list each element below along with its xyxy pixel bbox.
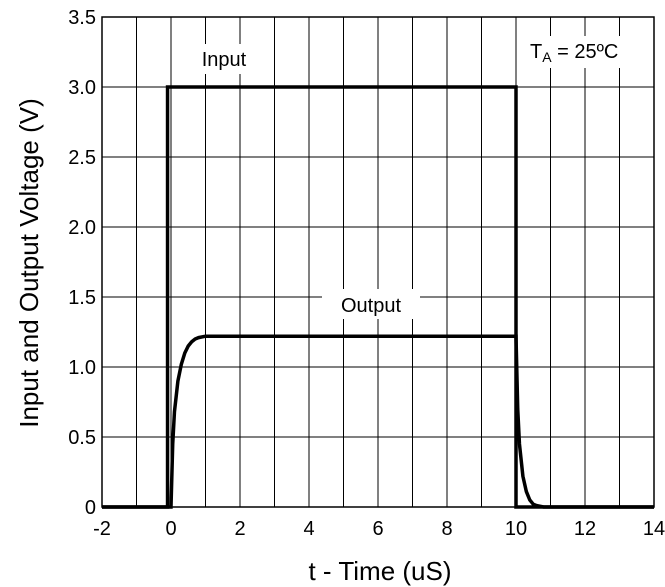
- y-tick-label: 1.5: [68, 287, 96, 309]
- y-tick-labels: 0 0.5 1.0 1.5 2.0 2.5 3.0 3.5: [68, 7, 96, 519]
- x-tick-label: 2: [234, 518, 245, 540]
- y-tick-label: 2.5: [68, 147, 96, 169]
- x-tick-label: 8: [441, 518, 452, 540]
- x-tick-label: 14: [643, 518, 665, 540]
- y-tick-label: 0.5: [68, 427, 96, 449]
- x-axis-title: t - Time (uS): [308, 556, 451, 586]
- y-tick-label: 2.0: [68, 217, 96, 239]
- x-tick-label: 0: [165, 518, 176, 540]
- y-axis-title: Input and Output Voltage (V): [14, 98, 44, 428]
- grid: [102, 17, 654, 507]
- x-tick-label: 4: [303, 518, 314, 540]
- x-tick-label: 12: [574, 518, 596, 540]
- y-tick-label: 1.0: [68, 357, 96, 379]
- x-tick-label: -2: [93, 518, 111, 540]
- x-tick-label: 10: [505, 518, 527, 540]
- input-series-label: Input: [202, 49, 247, 71]
- y-tick-label: 3.5: [68, 7, 96, 29]
- y-tick-label: 3.0: [68, 77, 96, 99]
- x-tick-label: 6: [372, 518, 383, 540]
- y-tick-label: 0: [85, 497, 96, 519]
- output-series-label: Output: [341, 295, 401, 317]
- x-tick-labels: -2 0 2 4 6 8 10 12 14: [93, 518, 665, 540]
